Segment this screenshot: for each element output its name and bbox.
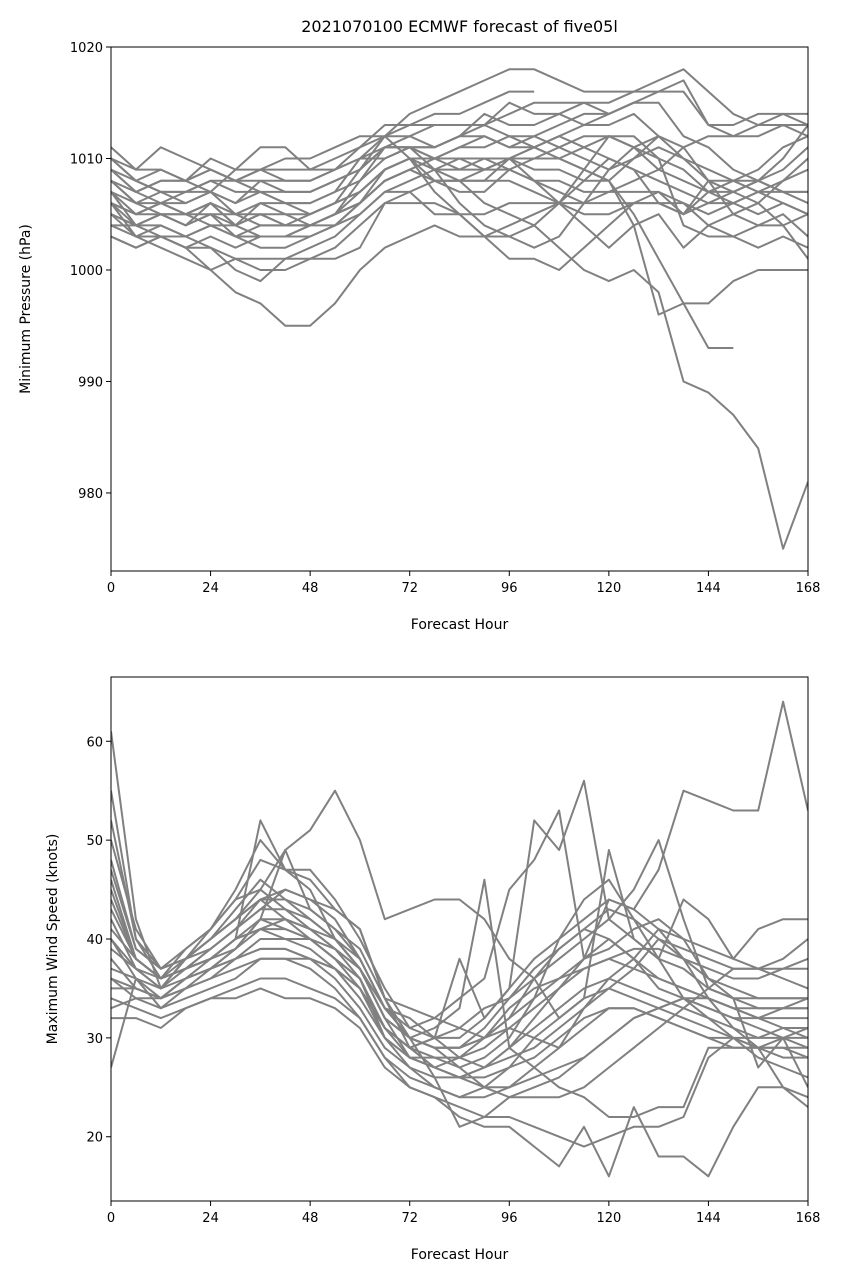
wind-x-tick-label: 120 xyxy=(596,1211,621,1226)
wind-x-tick-label: 24 xyxy=(202,1211,219,1226)
pressure-series-line-17 xyxy=(111,124,808,227)
wind-y-tick-label: 60 xyxy=(86,735,103,750)
wind-y-tick-label: 30 xyxy=(86,1032,103,1047)
wind-series-line-23 xyxy=(111,918,808,1049)
wind-series-line-12 xyxy=(111,819,808,1118)
wind-series-line-9 xyxy=(111,977,808,1148)
pressure-x-axis-label: Forecast Hour xyxy=(411,617,509,633)
pressure-x-tick-label: 96 xyxy=(501,581,518,596)
pressure-series-line-21 xyxy=(111,101,635,182)
wind-x-tick-label: 96 xyxy=(501,1211,518,1226)
pressure-series-line-20 xyxy=(111,146,808,216)
wind-y-tick-label: 20 xyxy=(86,1131,103,1146)
wind-series-line-10 xyxy=(111,987,808,1178)
chart-title: 2021070100 ECMWF forecast of five05l xyxy=(301,17,618,36)
pressure-panel: 2021070100 ECMWF forecast of five05l 0 24… xyxy=(18,17,820,633)
pressure-x-tick-label: 72 xyxy=(401,581,418,596)
wind-y-tick-label: 50 xyxy=(86,834,103,849)
pressure-y-axis-label: Minimum Pressure (hPa) xyxy=(18,224,34,394)
pressure-series-line-6 xyxy=(111,112,808,216)
pressure-y-tick-label: 1000 xyxy=(70,264,103,279)
pressure-y-tick-label: 980 xyxy=(78,487,103,502)
pressure-y-tick-label: 1020 xyxy=(70,41,103,56)
pressure-y-ticks: 980 990 1000 1010 1020 xyxy=(70,41,111,502)
pressure-series-line-24 xyxy=(111,202,808,260)
wind-plot-area xyxy=(111,700,808,1178)
pressure-x-tick-label: 120 xyxy=(596,581,621,596)
pressure-y-tick-label: 990 xyxy=(78,375,103,390)
wind-x-tick-label: 144 xyxy=(696,1211,721,1226)
wind-x-axis-label: Forecast Hour xyxy=(411,1247,509,1263)
wind-y-tick-label: 40 xyxy=(86,933,103,948)
pressure-series-line-15 xyxy=(111,135,808,550)
pressure-series-line-23 xyxy=(111,168,808,238)
pressure-series-line-22 xyxy=(111,135,660,227)
pressure-x-tick-label: 48 xyxy=(302,581,319,596)
wind-x-tick-label: 0 xyxy=(107,1211,115,1226)
wind-series-line-16 xyxy=(111,888,808,1049)
wind-x-tick-label: 72 xyxy=(401,1211,418,1226)
wind-series-line-24 xyxy=(111,947,808,1079)
wind-series-line-11 xyxy=(111,849,808,1128)
wind-x-ticks: 0 24 48 72 96 120 144 168 xyxy=(107,1201,821,1226)
pressure-y-tick-label: 1010 xyxy=(70,152,103,167)
pressure-x-tick-label: 144 xyxy=(696,581,721,596)
pressure-x-tick-label: 0 xyxy=(107,581,115,596)
wind-x-tick-label: 48 xyxy=(302,1211,319,1226)
pressure-x-ticks: 0 24 48 72 96 120 144 168 xyxy=(107,571,821,596)
wind-x-tick-label: 168 xyxy=(796,1211,821,1226)
pressure-series-line-4 xyxy=(111,90,808,205)
pressure-axes-frame xyxy=(110,46,809,572)
pressure-plot-area xyxy=(111,68,808,550)
pressure-x-tick-label: 168 xyxy=(796,581,821,596)
wind-series-line-14 xyxy=(111,700,808,1029)
wind-panel: 0 24 48 72 96 120 144 168 20 30 40 50 60 Forecast H… xyxy=(45,676,821,1263)
wind-y-axis-label: Maximum Wind Speed (knots) xyxy=(45,834,61,1045)
wind-series-line-4 xyxy=(111,888,808,1049)
pressure-x-tick-label: 24 xyxy=(202,581,219,596)
wind-axes-frame xyxy=(110,676,809,1202)
wind-y-ticks: 20 30 40 50 60 xyxy=(86,735,111,1146)
wind-series-line-22 xyxy=(111,869,808,1039)
